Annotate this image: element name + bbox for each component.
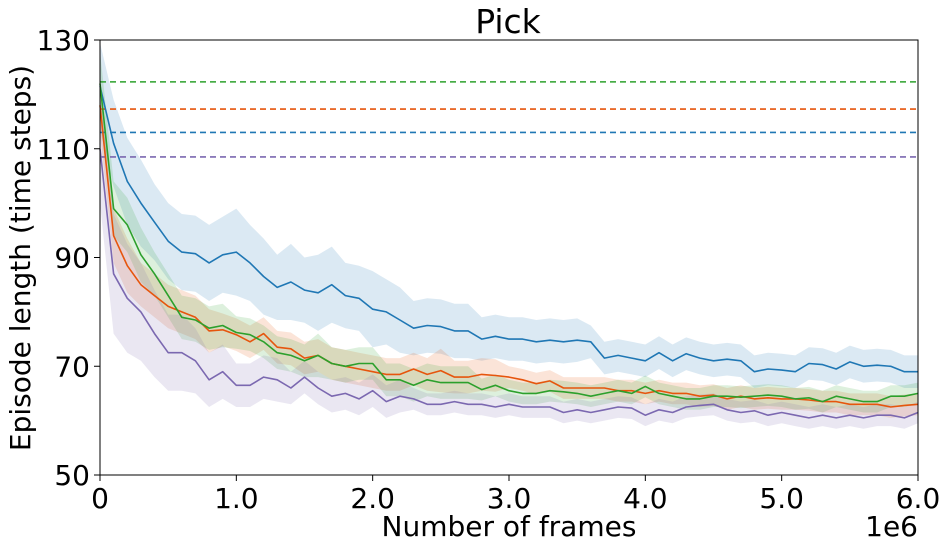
y-axis-label: Episode length (time steps) [4,65,37,451]
series-3-line [99,83,919,403]
x-tick-label: 4.0 [623,482,668,515]
x-tick-label: 0 [91,482,109,515]
series-lines [99,83,919,419]
y-tick-label: 90 [54,242,90,275]
baselines [100,81,918,158]
x-axis-label: Number of frames [382,510,637,543]
x-tick-label: 1.0 [214,482,259,515]
series-4-line [99,148,919,419]
x-tick-label: 3.0 [487,482,532,515]
y-tick-label: 70 [54,350,90,383]
y-tick-label: 50 [54,459,90,492]
series-1-line [99,86,918,373]
chart-title: Pick [475,2,541,41]
confidence-bands [100,42,918,429]
x-axis-ticks: 0 1.0 2.0 3.0 4.0 5.0 6.0 [91,475,940,515]
x-axis-offset-label: 1e6 [865,510,918,543]
series-1-band [100,42,918,388]
series-2-line [99,105,919,408]
x-tick-label: 5.0 [759,482,804,515]
y-tick-label: 110 [37,133,90,166]
y-tick-label: 130 [37,24,90,57]
plot-area [99,42,919,429]
x-tick-label: 2.0 [350,482,395,515]
x-tick-label: 6.0 [896,482,941,515]
y-axis-ticks: 50 70 90 110 130 [37,24,100,492]
